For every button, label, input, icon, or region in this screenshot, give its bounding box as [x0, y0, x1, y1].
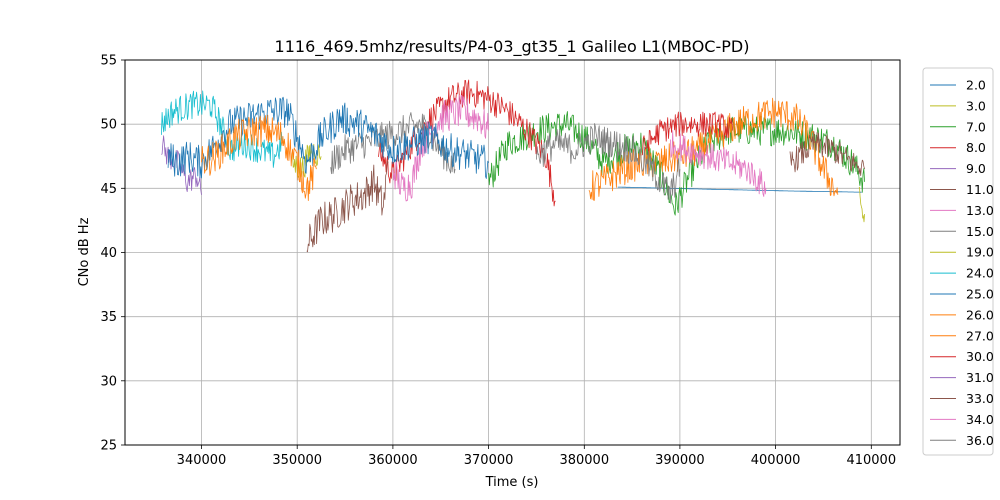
- series-line-15-0: [330, 112, 456, 175]
- legend-label: 2.0: [966, 78, 986, 93]
- y-tick-label: 35: [100, 310, 117, 325]
- legend-label: 11.0: [966, 182, 994, 197]
- legend-frame: [922, 67, 994, 456]
- legend-label: 31.0: [966, 370, 994, 385]
- series-line-27-0: [588, 97, 839, 201]
- y-tick-label: 45: [100, 182, 117, 197]
- y-tick-label: 40: [100, 246, 117, 261]
- series-line-36-0: [536, 123, 681, 204]
- legend-label: 19.0: [966, 245, 994, 260]
- legend-label: 7.0: [966, 119, 986, 134]
- legend-label: 9.0: [966, 161, 986, 176]
- x-tick-label: 410000: [846, 453, 896, 468]
- x-tick-label: 340000: [177, 453, 227, 468]
- legend-label: 34.0: [966, 412, 994, 427]
- legend-label: 3.0: [966, 98, 986, 113]
- series-line-34-0: [670, 130, 767, 197]
- legend-label: 24.0: [966, 266, 994, 281]
- series-line-7-0: [488, 111, 865, 216]
- series-line-24-0: [161, 90, 284, 168]
- series-line-13-0: [392, 94, 489, 202]
- legend-label: 33.0: [966, 391, 994, 406]
- plot-lines: [161, 79, 865, 253]
- legend-label: 36.0: [966, 433, 994, 448]
- x-tick-label: 360000: [368, 453, 418, 468]
- series-line-11-0: [306, 160, 389, 253]
- series-line-3-0: [858, 186, 865, 223]
- legend-label: 15.0: [966, 224, 994, 239]
- y-axis-label: CNo dB Hz: [77, 217, 92, 286]
- legend-label: 30.0: [966, 349, 994, 364]
- series-line-30-0: [641, 111, 733, 156]
- x-tick-label: 400000: [751, 453, 801, 468]
- y-tick-label: 25: [100, 439, 117, 454]
- y-axis: 25 30 35 40 45 50 55: [100, 54, 125, 454]
- x-tick-label: 350000: [272, 453, 322, 468]
- chart-title: 1116_469.5mhz/results/P4-03_gt35_1 Galil…: [275, 37, 750, 57]
- x-tick-label: 370000: [464, 453, 514, 468]
- y-tick-label: 30: [100, 374, 117, 389]
- legend: 2.0 3.0 7.0 8.0 9.0 11.0 13.0 15.0 19.0 24.0 25.0 2…: [922, 67, 994, 456]
- y-tick-label: 50: [100, 118, 117, 133]
- legend-label: 26.0: [966, 307, 994, 322]
- series-line-33-0: [789, 131, 865, 176]
- legend-label: 25.0: [966, 287, 994, 302]
- x-axis-label: Time (s): [485, 475, 539, 490]
- legend-label: 8.0: [966, 140, 986, 155]
- x-axis: 340000 350000 360000 370000 380000 390000 4000…: [177, 445, 896, 468]
- legend-label: 27.0: [966, 328, 994, 343]
- x-tick-label: 380000: [559, 453, 609, 468]
- x-tick-label: 390000: [655, 453, 705, 468]
- y-tick-label: 55: [100, 54, 117, 69]
- series-line-26-0: [201, 114, 317, 201]
- series-line-25-0: [167, 96, 489, 179]
- legend-label: 13.0: [966, 203, 994, 218]
